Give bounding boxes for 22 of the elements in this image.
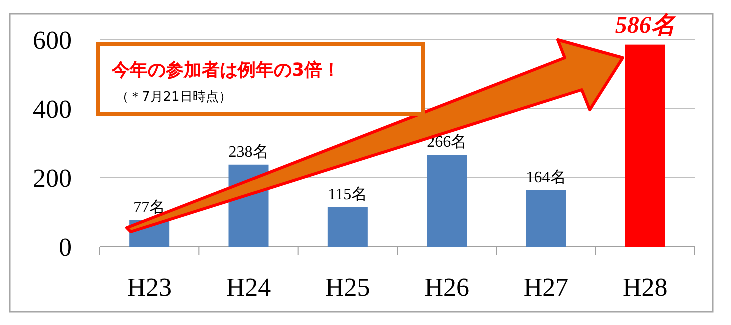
y-tick-label: 600 xyxy=(33,26,72,55)
x-tick-label: H27 xyxy=(524,273,569,302)
bar xyxy=(625,44,666,247)
y-tick-label: 400 xyxy=(33,95,72,124)
y-tick-label: 200 xyxy=(33,164,72,193)
annotation: 今年の参加者は例年の3倍！ xyxy=(111,60,341,81)
y-tick-label: 0 xyxy=(59,233,72,262)
x-tick-label: H24 xyxy=(226,273,272,302)
data-label: 115名 xyxy=(328,186,368,204)
bar xyxy=(427,155,468,247)
bar xyxy=(526,190,566,247)
data-label: 164名 xyxy=(526,169,566,186)
bar xyxy=(328,207,368,247)
data-label: 77名 xyxy=(134,199,166,216)
annotation: （＊7月21日時点） xyxy=(116,90,232,105)
x-tick-label: H26 xyxy=(424,273,470,302)
data-label: 586名 xyxy=(615,12,676,39)
x-tick-label: H23 xyxy=(127,273,172,302)
x-tick-label: H28 xyxy=(623,273,668,302)
data-label: 238名 xyxy=(228,144,269,161)
x-tick-label: H25 xyxy=(326,273,370,302)
note-box: 今年の参加者は例年の3倍！ （＊7月21日時点） xyxy=(96,42,425,116)
